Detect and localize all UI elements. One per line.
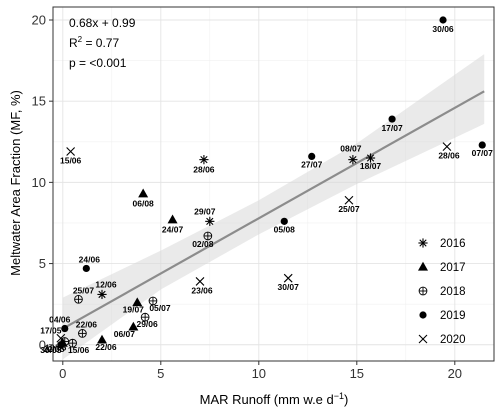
grid-lines [53, 7, 494, 361]
point-label: 19/07 [123, 305, 145, 315]
p-value: p = <0.001 [69, 56, 127, 70]
point-label: 07/07 [472, 148, 494, 158]
x-tick-label: 5 [157, 366, 164, 381]
data-point-2017 [128, 321, 139, 331]
data-point-2016 [97, 289, 107, 300]
axes: 0 5 10 15 20 0 5 10 15 20 [32, 12, 463, 381]
point-label: 10/06 [45, 343, 67, 353]
point-label: 28/06 [193, 165, 215, 175]
legend-marker-2017 [418, 261, 428, 271]
x-tick-label: 0 [59, 366, 66, 381]
data-point-2017 [132, 297, 143, 307]
data-point-2019 [388, 115, 396, 123]
regression-stats: 0.68x + 0.99 R2 = 0.77 p = <0.001 [69, 16, 136, 70]
data-points [56, 16, 486, 349]
data-point-2019 [439, 16, 447, 24]
data-point-2018 [140, 312, 150, 322]
data-point-2017 [97, 334, 107, 344]
regression-equation: 0.68x + 0.99 [69, 16, 136, 30]
x-tick-label: 10 [252, 366, 266, 381]
y-tick-label: 15 [32, 94, 46, 109]
legend-label-2018: 2018 [440, 286, 466, 298]
data-point-2020 [195, 277, 205, 286]
data-point-2020 [344, 195, 354, 205]
legend: 2016 2017 2018 2019 2020 [418, 238, 466, 346]
regression-line-group [62, 90, 485, 330]
point-label: 29/06 [136, 319, 158, 329]
y-tick-label: 10 [32, 175, 46, 190]
data-point-2016 [365, 153, 376, 163]
point-label: 24/06 [79, 254, 101, 264]
point-label: 30/07 [278, 282, 300, 292]
data-point-2018 [203, 231, 213, 241]
legend-marker-2016 [418, 238, 428, 248]
point-label: 25/07 [73, 285, 95, 295]
point-label: 30/06 [432, 24, 454, 34]
r-squared: R2 = 0.77 [69, 35, 119, 50]
data-point-2018 [78, 329, 87, 338]
point-label: 04/06 [49, 315, 71, 325]
plot-border [52, 6, 495, 362]
data-point-2017 [138, 188, 149, 198]
legend-label-2016: 2016 [440, 238, 466, 250]
legend-marker-2018 [418, 286, 428, 296]
point-label: 30/05 [40, 345, 62, 355]
data-point-2016 [348, 155, 358, 165]
legend-marker-2019 [419, 311, 427, 319]
x-axis-title: MAR Runoff (mm w.e d−1) [200, 391, 349, 407]
data-point-2019 [280, 217, 288, 225]
data-point-2020 [442, 142, 452, 152]
confidence-band-group [62, 54, 485, 360]
point-label: 24/07 [162, 225, 184, 235]
point-label: 17/05 [40, 325, 62, 335]
data-point-2019 [308, 152, 316, 160]
y-tick-label: 0 [39, 337, 46, 352]
point-label: 05/08 [274, 224, 296, 234]
regression-line [62, 90, 485, 330]
data-point-2020 [283, 273, 293, 283]
x-tick-label: 20 [448, 366, 462, 381]
data-point-2016 [205, 216, 215, 226]
point-label: 06/08 [133, 199, 155, 209]
point-label: 25/07 [338, 204, 360, 214]
y-axis-title: Meltwater Area Fraction (MF, %) [8, 90, 23, 276]
point-label: 17/07 [381, 123, 403, 133]
point-label: 12/06 [95, 279, 117, 289]
data-point-2020 [56, 333, 66, 343]
data-point-2016 [199, 155, 209, 165]
point-label: 02/08 [192, 239, 214, 249]
data-point-2018 [74, 294, 83, 304]
point-label: 27/07 [301, 159, 323, 169]
legend-label-2020: 2020 [440, 334, 466, 346]
point-label: 28/06 [438, 151, 460, 161]
data-point-2019 [82, 264, 90, 273]
data-point-2019 [61, 324, 69, 333]
point-label: 22/05 [43, 344, 65, 354]
data-point-2017 [167, 214, 178, 224]
point-label: 08/07 [340, 144, 362, 154]
legend-marker-2020 [418, 334, 428, 344]
legend-label-2019: 2019 [440, 310, 466, 322]
y-tick-label: 5 [39, 256, 46, 271]
point-label: 22/06 [76, 319, 98, 329]
confidence-band [62, 54, 485, 360]
point-label: 15/06 [68, 345, 90, 355]
point-label: 22/06 [95, 342, 117, 352]
point-label: 18/07 [360, 161, 382, 171]
x-tick-label: 15 [350, 366, 364, 381]
point-label: 06/07 [114, 329, 136, 339]
data-point-2019 [57, 341, 65, 349]
point-label: 05/07 [149, 303, 171, 313]
point-label: 15/06 [60, 156, 82, 166]
y-tick-label: 20 [32, 12, 46, 27]
point-label: 23/06 [191, 285, 213, 295]
data-point-2020 [66, 147, 76, 156]
point-label: 29/07 [194, 206, 216, 216]
legend-label-2017: 2017 [440, 262, 466, 274]
data-point-2018 [148, 296, 158, 306]
data-point-2019 [478, 141, 486, 149]
point-labels: 28/06 29/07 08/07 18/07 12/06 06/08 24/07 19/07… [40, 24, 493, 355]
